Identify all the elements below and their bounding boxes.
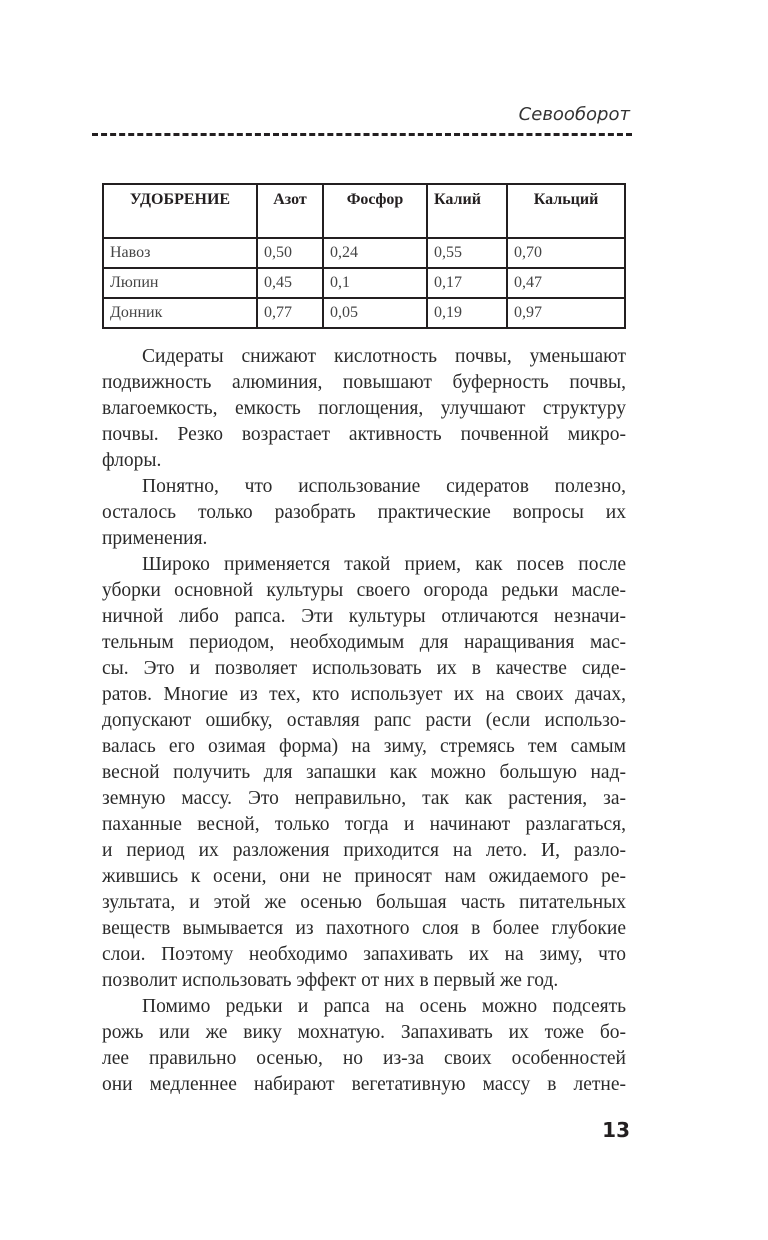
paragraph: Помимо редьки и рапса на осень можно под… (102, 994, 626, 1098)
table-cell: 0,55 (426, 237, 508, 269)
paragraph: Сидераты снижают кислотность почвы, умен… (102, 344, 626, 474)
text-line: валась его озимая форма) на зиму, стремя… (102, 736, 626, 757)
table-cell: 0,19 (426, 297, 508, 329)
text-line: веществ вымывается из пахотного слоя в б… (102, 918, 626, 939)
table-cell: 0,50 (256, 237, 324, 269)
paragraph: Понятно, что использование сидератов пол… (102, 474, 626, 552)
header-phosphorus: Фосфор (322, 183, 428, 239)
text-line: уборки основной культуры своего огорода … (102, 580, 626, 601)
text-line: Понятно, что использование сидератов пол… (142, 476, 626, 497)
table-cell: Люпин (102, 267, 258, 299)
text-line: паханные весной, только тогда и начинают… (102, 814, 626, 835)
text-line: ничной либо рапса. Эти культуры отличают… (102, 606, 626, 627)
text-line: они медленнее набирают вегетативную масс… (102, 1074, 626, 1095)
table-cell: 0,45 (256, 267, 324, 299)
table-cell: 0,70 (506, 237, 626, 269)
table-cell: 0,24 (322, 237, 428, 269)
page-number: 13 (602, 1118, 630, 1142)
table-header-row: УДОБРЕНИЕ Азот Фосфор Калий Кальций (102, 183, 626, 239)
header-calcium: Кальций (506, 183, 626, 239)
table-cell: 0,05 (322, 297, 428, 329)
header-nitrogen: Азот (256, 183, 324, 239)
table-cell: 0,77 (256, 297, 324, 329)
text-line: земную массу. Это неправильно, так как р… (102, 788, 626, 809)
text-line: позволит использовать эффект от них в пе… (102, 970, 559, 991)
dashed-rule (92, 133, 632, 136)
text-line: почвы. Резко возрастает активность почве… (102, 424, 626, 445)
text-line: тельным периодом, необходимым для наращи… (102, 632, 626, 653)
table-cell: Навоз (102, 237, 258, 269)
table-cell: 0,1 (322, 267, 428, 299)
text-line: подвижность алюминия, повышают буферност… (102, 372, 626, 393)
text-line: осталось только разобрать практические в… (102, 502, 626, 523)
text-line: зультата, и этой же осенью большая часть… (102, 892, 626, 913)
table-cell: 0,17 (426, 267, 508, 299)
table-cell: 0,97 (506, 297, 626, 329)
text-line: флоры. (102, 450, 162, 471)
text-line: допускают ошибку, оставляя рапс расти (е… (102, 710, 626, 731)
text-line: Сидераты снижают кислотность почвы, умен… (142, 346, 626, 367)
body-text: Сидераты снижают кислотность почвы, умен… (102, 344, 626, 1098)
fertilizer-table: УДОБРЕНИЕ Азот Фосфор Калий Кальций Наво… (102, 183, 626, 329)
text-line: сы. Это и позволяет использовать их в ка… (102, 658, 626, 679)
table-row: Донник 0,77 0,05 0,19 0,97 (102, 297, 626, 329)
text-line: слои. Поэтому необходимо запахивать их н… (102, 944, 626, 965)
text-line: жившись к осени, они не приносят нам ожи… (102, 866, 626, 887)
text-line: влагоемкость, емкость поглощения, улучша… (102, 398, 626, 419)
table-row: Навоз 0,50 0,24 0,55 0,70 (102, 237, 626, 269)
text-line: Помимо редьки и рапса на осень можно под… (142, 996, 626, 1017)
table-row: Люпин 0,45 0,1 0,17 0,47 (102, 267, 626, 299)
table-cell: 0,47 (506, 267, 626, 299)
table-cell: Донник (102, 297, 258, 329)
text-line: рожь или же вику мохнатую. Запахивать их… (102, 1022, 626, 1043)
text-line: лее правильно осенью, но из-за своих осо… (102, 1048, 626, 1069)
text-line: ратов. Многие из тех, кто использует их … (102, 684, 626, 705)
header-potassium: Калий (426, 183, 508, 239)
header-fertilizer: УДОБРЕНИЕ (102, 183, 258, 239)
text-line: Широко применяется такой прием, как посе… (142, 554, 626, 575)
running-head: Севооборот (518, 104, 630, 125)
paragraph: Широко применяется такой прием, как посе… (102, 552, 626, 994)
text-line: и период их разложения приходится на лет… (102, 840, 626, 861)
text-line: весной получить для запашки как можно бо… (102, 762, 626, 783)
text-line: применения. (102, 528, 208, 549)
